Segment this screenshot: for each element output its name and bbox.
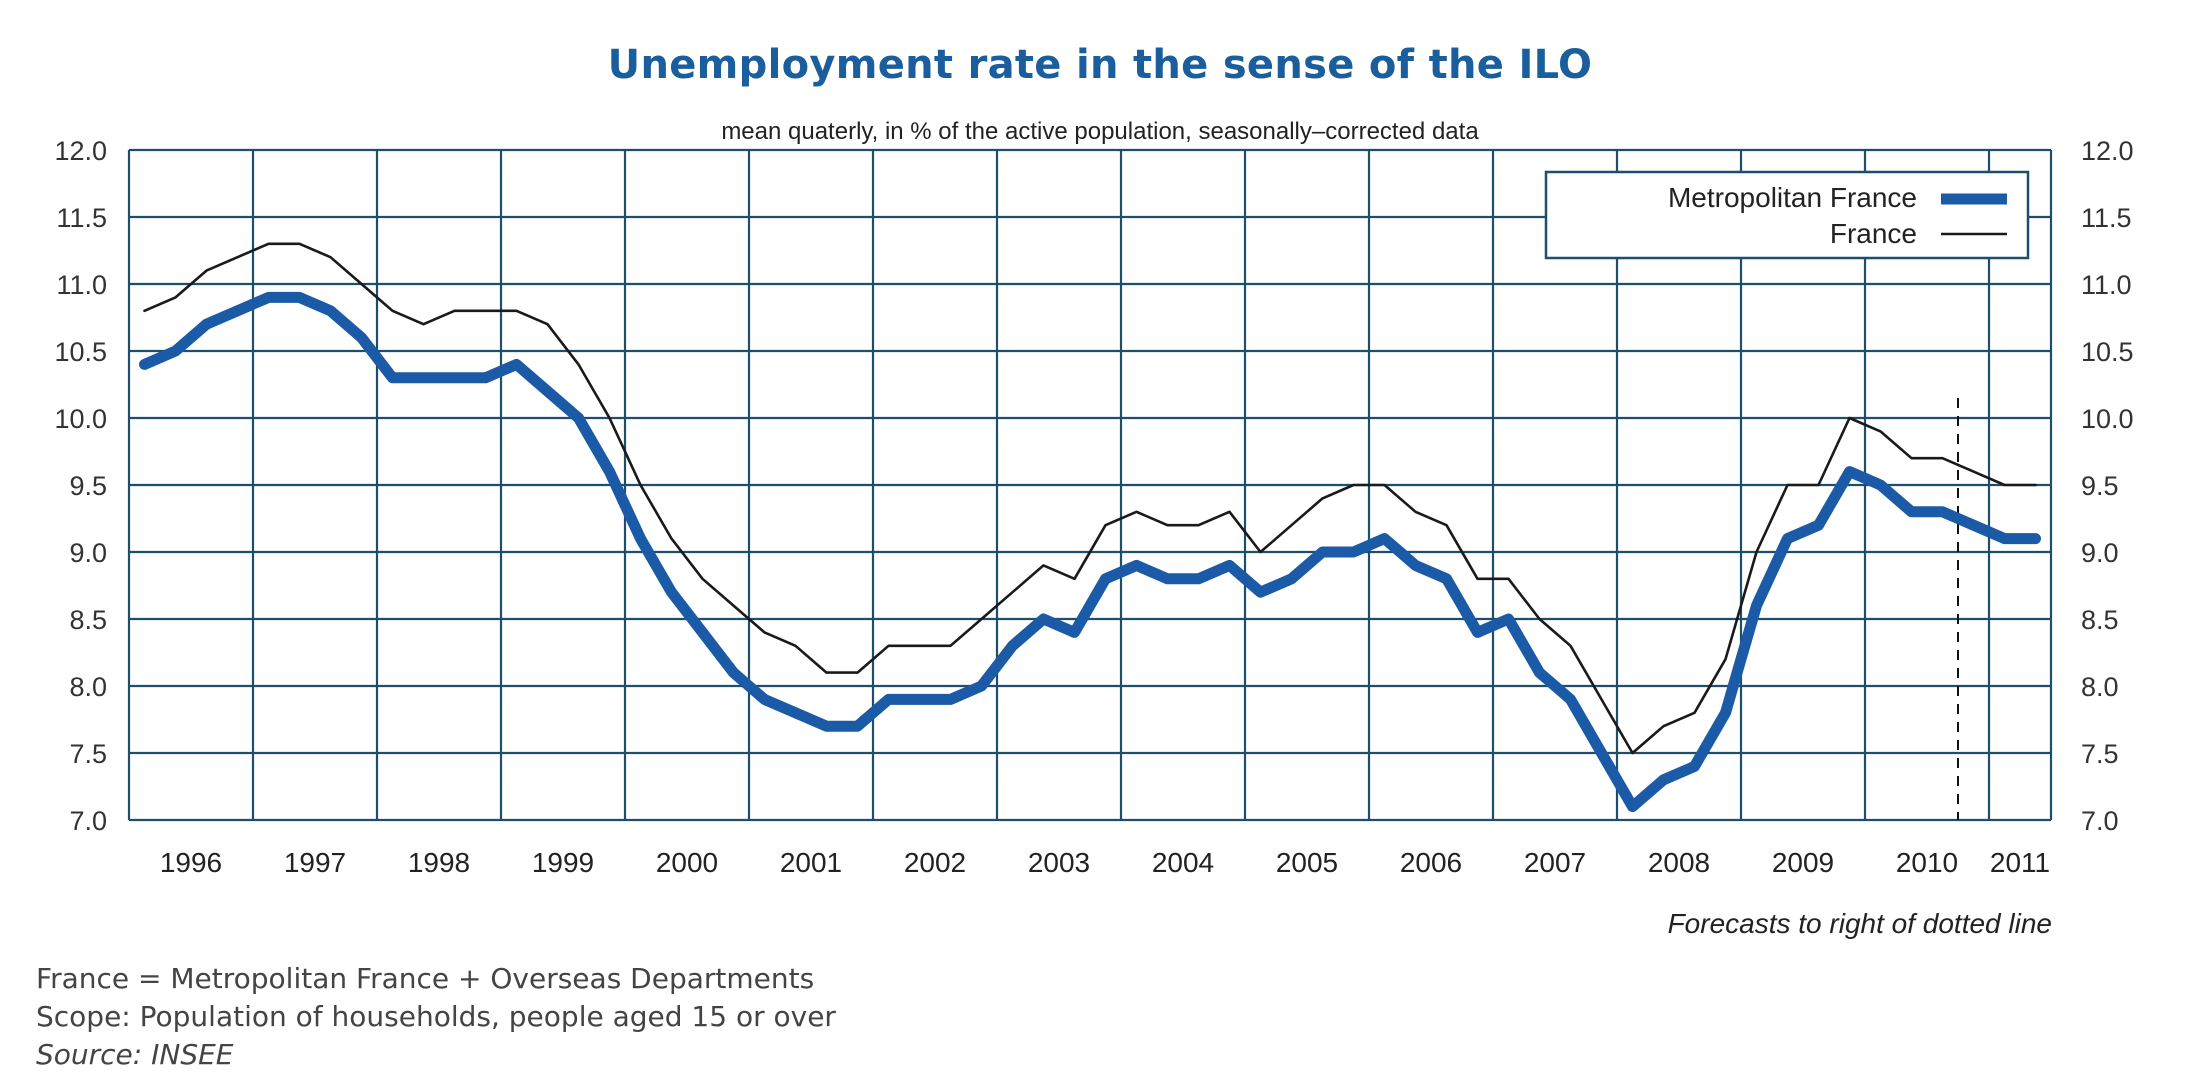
- legend: Metropolitan France France: [1544, 170, 2030, 260]
- y-tick-label-right: 10.0: [2081, 404, 2134, 434]
- y-tick-label-right: 11.5: [2081, 203, 2132, 233]
- x-tick-label: 2010: [1896, 847, 1958, 878]
- chart-title: Unemployment rate in the sense of the IL…: [607, 42, 1593, 88]
- y-tick-label-right: 11.0: [2081, 270, 2132, 300]
- x-tick-label: 2005: [1276, 847, 1338, 878]
- series-line-metropolitan-france: [139, 291, 2041, 813]
- y-tick-label-right: 7.0: [2081, 806, 2119, 836]
- y-tick-label-left: 7.0: [69, 806, 107, 836]
- legend-box: [1544, 170, 2030, 260]
- x-tick-label: 2001: [780, 847, 842, 878]
- y-tick-label-left: 12.0: [54, 136, 107, 166]
- y-tick-label-left: 10.0: [54, 404, 107, 434]
- y-tick-label-right: 8.0: [2081, 672, 2119, 702]
- y-axis-left: 12.0 11.5 11.0 10.5 10.0 9.5 9.0 8.5 8.0 7.5 7.0: [54, 136, 107, 836]
- x-tick-label: 2002: [904, 847, 966, 878]
- y-tick-label-right: 9.5: [2081, 471, 2119, 501]
- x-tick-label: 2006: [1400, 847, 1462, 878]
- line-chart: 12.0 11.5 11.0 10.5 10.0 9.5 9.0 8.5 8.0 7.5 7.0 1…: [54, 136, 2134, 878]
- series-line-france: [143, 242, 2037, 755]
- x-axis: 1996 1997 1998 1999 2000 2001 2002 2003 2004 2005…: [160, 847, 2050, 878]
- y-tick-label-right: 7.5: [2081, 739, 2119, 769]
- y-tick-label-left: 8.0: [69, 672, 107, 702]
- y-tick-label-left: 7.5: [69, 739, 107, 769]
- legend-label-france: France: [1830, 218, 1917, 249]
- y-tick-label-right: 8.5: [2081, 605, 2119, 635]
- y-tick-label-left: 11.5: [56, 203, 107, 233]
- y-tick-label-left: 10.5: [54, 337, 107, 367]
- y-tick-label-left: 8.5: [69, 605, 107, 635]
- x-tick-label: 1996: [160, 847, 222, 878]
- x-tick-label: 2003: [1028, 847, 1090, 878]
- y-tick-label-right: 9.0: [2081, 538, 2119, 568]
- x-tick-label: 1999: [532, 847, 594, 878]
- footer-definition: France = Metropolitan France + Overseas …: [36, 962, 815, 995]
- x-tick-label: 2011: [1990, 847, 2050, 878]
- y-tick-label-left: 9.5: [69, 471, 107, 501]
- x-tick-label: 2009: [1772, 847, 1834, 878]
- forecast-note: Forecasts to right of dotted line: [1667, 908, 2052, 939]
- y-tick-label-right: 12.0: [2081, 136, 2134, 166]
- x-tick-label: 2007: [1524, 847, 1586, 878]
- x-tick-label: 2004: [1152, 847, 1214, 878]
- footer-scope: Scope: Population of households, people …: [36, 1000, 836, 1033]
- y-tick-label-left: 11.0: [56, 270, 107, 300]
- x-tick-label: 1998: [408, 847, 470, 878]
- x-tick-label: 2008: [1648, 847, 1710, 878]
- x-tick-label: 1997: [284, 847, 346, 878]
- series-layer: [139, 242, 2041, 813]
- chart-subtitle: mean quaterly, in % of the active popula…: [721, 118, 1479, 145]
- chart-footer: France = Metropolitan France + Overseas …: [36, 960, 836, 1074]
- y-tick-label-right: 10.5: [2081, 337, 2134, 367]
- y-axis-right: 12.0 11.5 11.0 10.5 10.0 9.5 9.0 8.5 8.0 7.5 7.0: [2081, 136, 2134, 836]
- footer-source: Source: INSEE: [36, 1038, 234, 1071]
- legend-label-metropolitan-france: Metropolitan France: [1668, 182, 1917, 213]
- y-tick-label-left: 9.0: [69, 538, 107, 568]
- x-tick-label: 2000: [656, 847, 718, 878]
